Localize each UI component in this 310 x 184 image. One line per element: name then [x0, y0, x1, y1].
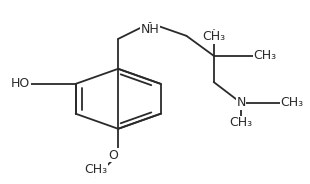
Text: HO: HO	[11, 77, 30, 90]
Text: N: N	[236, 96, 246, 109]
Text: CH₃: CH₃	[229, 116, 253, 129]
Text: CH₃: CH₃	[253, 49, 276, 62]
Text: O: O	[108, 148, 118, 162]
Text: CH₃: CH₃	[84, 163, 107, 176]
Text: CH₃: CH₃	[281, 96, 303, 109]
Text: CH₃: CH₃	[202, 30, 225, 43]
Text: NH: NH	[141, 23, 159, 36]
